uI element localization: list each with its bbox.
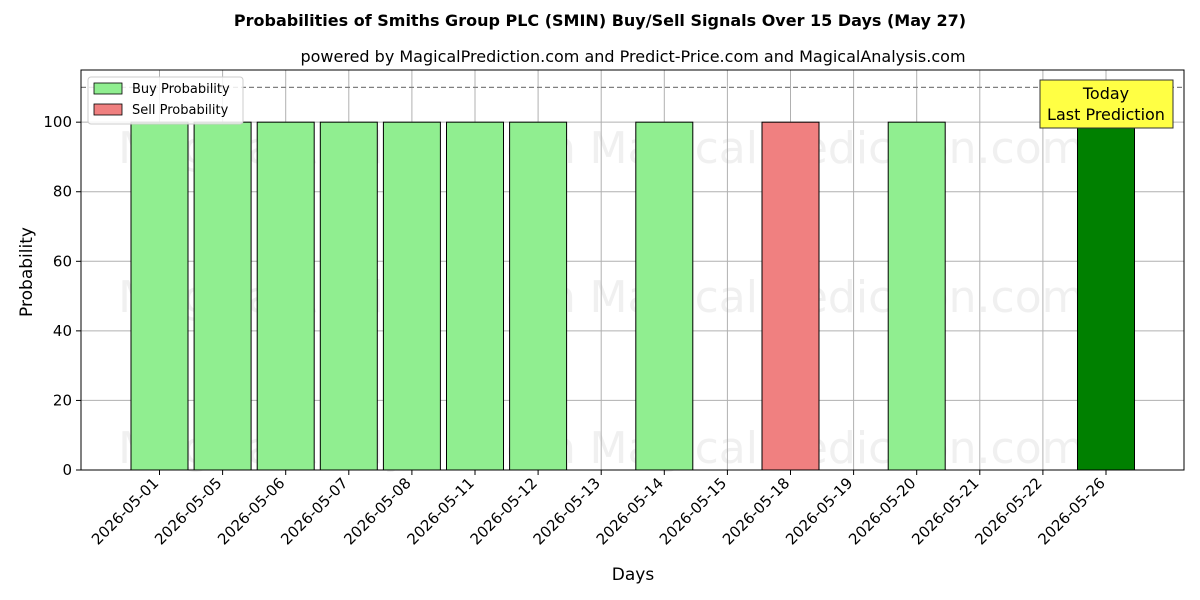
- x-tick-label: 2026-05-20: [845, 474, 919, 548]
- x-tick-label: 2026-05-26: [1034, 474, 1108, 548]
- x-tick-label: 2026-05-19: [782, 474, 856, 548]
- x-tick-label: 2026-05-07: [277, 474, 351, 548]
- sell-bar-2026-05-18: [761, 121, 820, 471]
- today-annotation-box: [1039, 79, 1174, 129]
- x-tick-label: 2026-05-14: [593, 474, 667, 548]
- buy-bar-2026-05-07: [319, 121, 378, 471]
- y-axis-label: Probability: [17, 227, 37, 317]
- buy-bar-2026-05-06: [256, 121, 315, 471]
- y-tick-label: 40: [53, 322, 72, 340]
- y-tick-label: 20: [53, 391, 72, 409]
- x-tick-label: 2026-05-18: [719, 474, 793, 548]
- x-tick-label: 2026-05-11: [403, 474, 477, 548]
- buy-bar-2026-05-01: [130, 121, 189, 471]
- x-axis-ticks: 2026-05-012026-05-052026-05-062026-05-07…: [88, 470, 1109, 548]
- buy-bar-2026-05-12: [509, 121, 568, 471]
- bars-layer: [81, 86, 1184, 471]
- buy-bar-2026-05-11: [446, 121, 504, 471]
- today-annotation-line1: Today: [1082, 84, 1129, 103]
- x-tick-label: 2026-05-05: [151, 474, 225, 548]
- y-tick-label: 0: [62, 461, 72, 479]
- x-tick-label: 2026-05-21: [908, 474, 982, 548]
- x-tick-label: 2026-05-08: [340, 474, 414, 548]
- chart-subtitle: powered by MagicalPrediction.com and Pre…: [300, 47, 965, 66]
- x-tick-label: 2026-05-15: [656, 474, 730, 548]
- buy-bar-2026-05-05: [193, 121, 252, 471]
- buy-bar-2026-05-08: [382, 121, 441, 471]
- y-axis-ticks: 0 20 40 60 80 100: [43, 113, 81, 479]
- legend-swatch-sell: [93, 103, 123, 116]
- plot-frame: [80, 69, 1185, 471]
- y-tick-label: 80: [53, 183, 72, 201]
- today-annotation-line2: Last Prediction: [1047, 105, 1165, 124]
- buy-bar-2026-05-26: [1077, 121, 1135, 471]
- x-tick-label: 2026-05-12: [467, 474, 541, 548]
- buy-bar-2026-05-14: [635, 121, 694, 471]
- x-tick-label: 2026-05-22: [971, 474, 1045, 548]
- x-tick-label: 2026-05-01: [88, 474, 162, 548]
- y-tick-label: 60: [53, 252, 72, 270]
- today-annotation: Today Last Prediction: [1039, 79, 1174, 129]
- legend-label-buy: Buy Probability: [132, 82, 230, 97]
- legend-swatch-buy: [93, 82, 123, 95]
- x-axis-label: Days: [612, 565, 655, 585]
- legend: Buy Probability Sell Probability: [87, 76, 244, 125]
- x-tick-label: 2026-05-13: [530, 474, 604, 548]
- buy-bar-2026-05-20: [887, 121, 946, 471]
- legend-box: [87, 76, 244, 125]
- y-tick-label: 100: [43, 113, 72, 131]
- chart-title: Probabilities of Smiths Group PLC (SMIN)…: [234, 11, 966, 30]
- x-tick-label: 2026-05-06: [214, 474, 288, 548]
- legend-label-sell: Sell Probability: [132, 103, 229, 118]
